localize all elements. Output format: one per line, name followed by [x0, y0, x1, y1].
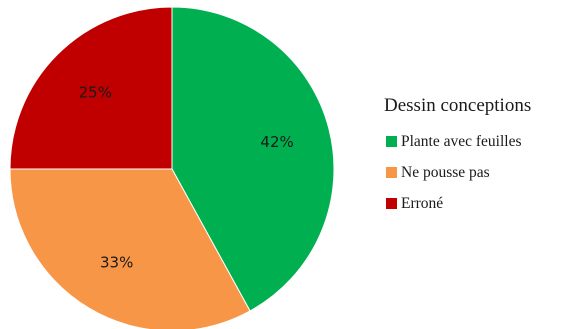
- legend-label-1: Plante avec feuilles: [401, 133, 522, 150]
- pie-slices: [9, 6, 335, 329]
- legend-items: Plante avec feuilles Ne pousse pas Erroné: [386, 133, 522, 212]
- legend-label-2: Ne pousse pas: [401, 164, 490, 181]
- legend: Dessin conceptions Plante avec feuilles N…: [384, 95, 531, 212]
- pie-slice-3: [9, 6, 173, 170]
- pie-slice-1: [171, 6, 335, 312]
- legend-swatch-2: [386, 167, 397, 178]
- legend-label-3: Erroné: [401, 195, 443, 212]
- data-label-1: 42%: [260, 133, 293, 151]
- pie-data-labels: 42% 33% 25%: [79, 83, 294, 271]
- data-label-2: 33%: [100, 253, 133, 271]
- data-label-3: 25%: [79, 83, 112, 101]
- legend-title: Dessin conceptions: [384, 95, 531, 116]
- legend-swatch-3: [386, 198, 397, 209]
- pie-slice-2: [9, 168, 251, 329]
- legend-swatch-1: [386, 136, 397, 147]
